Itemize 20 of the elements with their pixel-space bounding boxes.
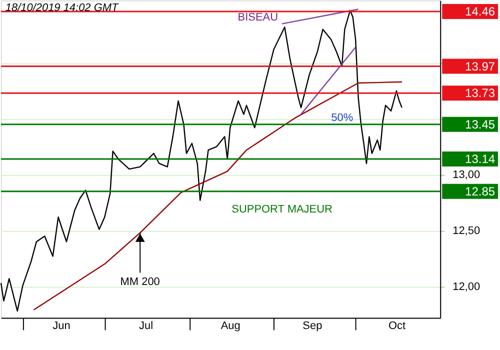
annotation: SUPPORT MAJEUR — [232, 203, 332, 216]
ref-line-label: 12.85 — [465, 184, 496, 198]
line-series — [0, 10, 403, 312]
annotation: BISEAU — [238, 11, 278, 24]
x-tick-label: Oct — [388, 320, 406, 332]
x-tick-label: Sep — [302, 320, 322, 332]
y-tick-label: 13,00 — [452, 169, 480, 182]
x-tick-label: Aug — [220, 320, 240, 332]
x-tick-label: Jul — [139, 320, 154, 332]
y-tick-label: 12,50 — [452, 225, 480, 238]
x-tick-label: Jun — [52, 320, 70, 332]
ref-line-label: 13.73 — [465, 86, 496, 100]
annotation: 50% — [331, 112, 354, 124]
ref-line-label: 13.45 — [465, 117, 496, 132]
y-tick-label: 12,00 — [452, 280, 480, 293]
annotation: MM 200 — [120, 276, 160, 288]
ref-line-label: 14.46 — [465, 4, 496, 18]
line-series — [33, 81, 403, 310]
ref-line-label: 13.14 — [465, 152, 496, 166]
ref-line-label: 13.97 — [465, 59, 496, 74]
